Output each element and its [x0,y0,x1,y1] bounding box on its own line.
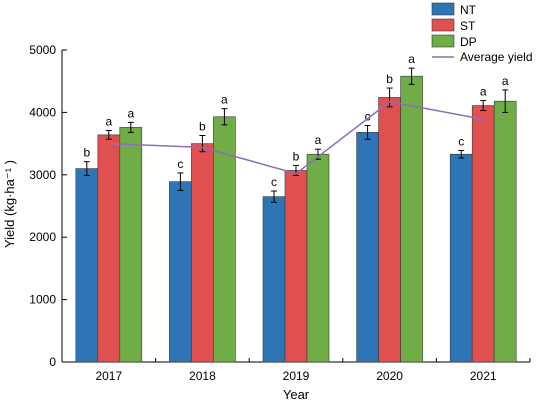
significance-letter: a [127,106,134,120]
significance-letter: a [105,114,112,128]
significance-letter: b [386,72,393,86]
bar-nt-2018 [169,181,192,363]
legend-swatch-dp [431,34,455,48]
bar-st-2017 [97,134,121,363]
x-tick-label: 2019 [283,369,310,383]
bar-dp-2020 [400,75,423,363]
significance-letter: a [315,133,322,147]
y-tick-label: 4000 [29,105,56,119]
bar-dp-2021 [493,100,517,363]
legend-label-nt: NT [460,3,477,17]
bar-nt-2017 [75,168,99,363]
bar-st-2021 [471,105,495,363]
bar-nt-2020 [356,132,379,363]
y-tick-label: 2000 [29,230,56,244]
plot-area: 0 1000 2000 3000 4000 5000 2017 2018 2019 2020 202… [29,43,531,383]
bar-dp-2017 [119,127,143,363]
significance-letter: a [480,85,487,99]
bar-st-2018 [191,143,214,363]
y-tick-label: 3000 [29,168,56,182]
bar-nt-2019 [262,196,286,363]
bar-dp-2019 [306,153,330,363]
significance-letter: c [365,110,371,124]
significance-letter: b [199,119,206,133]
x-tick-label: 2021 [470,369,497,383]
y-tick-label: 0 [49,355,56,369]
significance-letter: a [221,93,228,107]
significance-letter: a [408,52,415,66]
significance-letter: a [502,74,509,88]
legend-swatch-nt [431,2,455,16]
legend-label-average-yield: Average yield [460,50,533,64]
significance-letter: c [271,175,277,189]
bar-nt-2021 [449,153,473,363]
x-axis-title: Year [283,387,310,402]
legend-swatch-st [431,18,455,32]
x-tick-label: 2017 [95,369,122,383]
significance-letter: b [83,146,90,160]
bar-st-2019 [284,170,308,363]
significance-letter: b [293,149,300,163]
y-tick-label: 5000 [29,43,56,57]
y-axis-title: Yield (kg·ha⁻¹ ) [2,160,17,248]
significance-letter: c [177,157,183,171]
x-tick-label: 2018 [189,369,216,383]
average-yield-line [108,100,484,175]
legend-label-st: ST [460,19,476,33]
x-tick-label: 2020 [376,369,403,383]
bar-st-2020 [378,97,401,363]
significance-letter: c [458,134,464,148]
y-tick-label: 1000 [29,293,56,307]
legend-label-dp: DP [460,35,477,49]
